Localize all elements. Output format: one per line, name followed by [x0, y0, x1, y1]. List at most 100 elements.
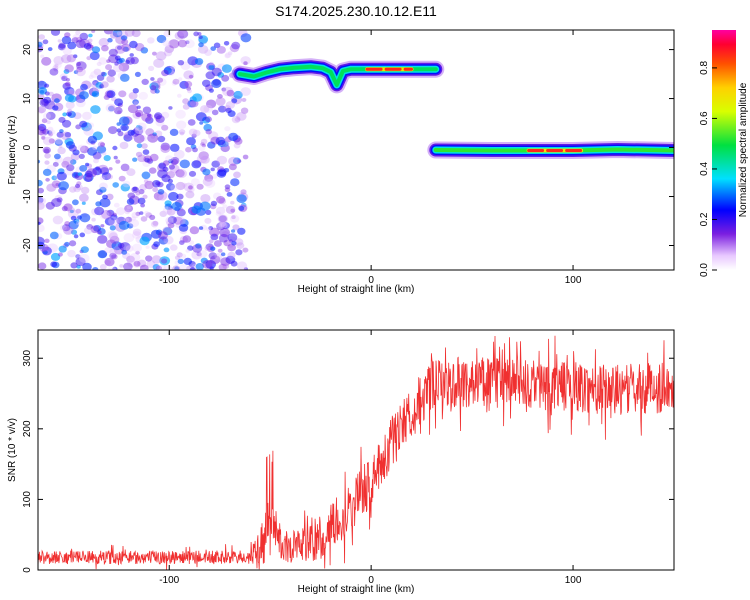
heatmap-cell: [156, 264, 166, 270]
heatmap-cell: [64, 221, 71, 227]
heatmap-cell: [73, 185, 82, 193]
heatmap-cell: [75, 36, 83, 43]
colorbar: 0.0 0.2 0.4 0.6 0.8 Normalized spectral ampl…: [699, 30, 749, 277]
heatmap-cell: [76, 61, 82, 67]
heatmap-cell: [43, 148, 50, 154]
heatmap-cell: [211, 79, 222, 88]
heatmap-cell: [38, 201, 45, 210]
heatmap-cell: [168, 39, 180, 49]
heatmap-cell: [108, 167, 113, 171]
heatmap-cell: [150, 221, 159, 228]
heatmap-cell: [162, 39, 171, 47]
heatmap-cell: [62, 47, 72, 55]
heatmap-cell: [165, 43, 170, 48]
heatmap-cell: [66, 164, 75, 172]
heatmap-cell: [200, 155, 210, 164]
heatmap-cell: [49, 231, 59, 240]
heatmap-cell: [101, 45, 109, 52]
heatmap-cell: [43, 96, 52, 104]
heatmap-cell: [198, 35, 203, 39]
heatmap-cell: [75, 184, 83, 191]
heatmap-cell: [82, 262, 92, 270]
heatmap-cell: [230, 200, 235, 205]
heatmap-cell: [204, 174, 214, 182]
heatmap-cell: [75, 208, 82, 214]
heatmap-cell: [155, 51, 167, 61]
heatmap-cell: [56, 197, 63, 203]
heatmap-cell: [42, 136, 53, 146]
heatmap-cell: [195, 243, 202, 249]
heatmap-cell: [135, 125, 146, 135]
heatmap-cell: [70, 159, 77, 165]
heatmap-cell: [231, 229, 236, 233]
heatmap-cell: [82, 111, 92, 120]
heatmap-cell: [134, 71, 141, 77]
heatmap-cell: [143, 178, 152, 186]
heatmap-cell: [101, 72, 107, 77]
heatmap-cell: [215, 97, 226, 106]
heatmap-cell: [56, 171, 67, 181]
heatmap-cell: [96, 61, 102, 67]
heatmap-cell: [112, 145, 118, 151]
heatmap-cell: [53, 61, 62, 69]
heatmap-cell: [148, 167, 157, 174]
heatmap-cell: [119, 264, 124, 268]
heatmap-cell: [75, 257, 86, 267]
heatmap-cell: [152, 264, 160, 270]
heatmap-cell: [70, 215, 77, 221]
heatmap-cell: [58, 144, 63, 149]
heatmap-cell: [187, 119, 196, 126]
heatmap-cell: [75, 30, 81, 35]
heatmap-cell: [163, 235, 174, 245]
heatmap-cell: [64, 32, 71, 38]
heatmap-cell: [40, 54, 45, 59]
heatmap-cell: [187, 56, 199, 66]
heatmap-cell: [205, 129, 212, 135]
x-tick-label: -100: [159, 575, 179, 586]
heatmap-cell: [61, 160, 70, 168]
heatmap-cell: [152, 132, 157, 137]
heatmap-cell: [211, 173, 218, 179]
heatmap-cell: [161, 111, 170, 119]
heatmap-cell: [240, 189, 247, 195]
heatmap-cell: [50, 261, 58, 268]
heatmap-cell: [187, 245, 194, 251]
heatmap-cell: [191, 160, 202, 169]
heatmap-cell: [183, 182, 194, 192]
heatmap-cell: [97, 250, 108, 259]
heatmap-cell: [65, 81, 71, 87]
heatmap-cell: [213, 192, 222, 200]
heatmap-cell: [80, 246, 89, 254]
heatmap-cell: [38, 262, 47, 270]
heatmap-cell: [139, 135, 147, 142]
heatmap-cell: [182, 235, 192, 243]
heatmap-cell: [149, 153, 159, 162]
heatmap-cell: [231, 240, 237, 246]
heatmap-cell: [157, 135, 166, 143]
heatmap-cell: [216, 196, 226, 204]
heatmap-cell: [241, 97, 247, 102]
heatmap-cell: [204, 49, 212, 56]
heatmap-cell: [132, 88, 139, 94]
colorbar-tick-label: 0.6: [699, 111, 710, 125]
heatmap-cell: [76, 221, 81, 226]
heatmap-cell: [103, 30, 114, 35]
heatmap-cell: [193, 31, 199, 37]
heatmap-cell: [218, 215, 227, 223]
heatmap-cell: [236, 261, 248, 270]
heatmap-cell: [220, 257, 231, 266]
heatmap-cell: [70, 229, 78, 235]
heatmap-cell: [99, 198, 111, 208]
heatmap-cell: [111, 241, 123, 251]
heatmap-cell: [183, 257, 192, 265]
heatmap-cell: [38, 41, 43, 48]
heatmap-cell: [204, 178, 216, 188]
heatmap-cell: [230, 178, 240, 187]
heatmap-cell: [64, 132, 72, 138]
heatmap-cell: [86, 168, 97, 178]
heatmap-y-ticks: -20 -10 0 10 20: [22, 44, 674, 253]
heatmap-cell: [79, 213, 91, 223]
heatmap-cell: [127, 104, 139, 114]
heatmap-cell: [173, 149, 185, 159]
heatmap-cell: [211, 109, 219, 116]
